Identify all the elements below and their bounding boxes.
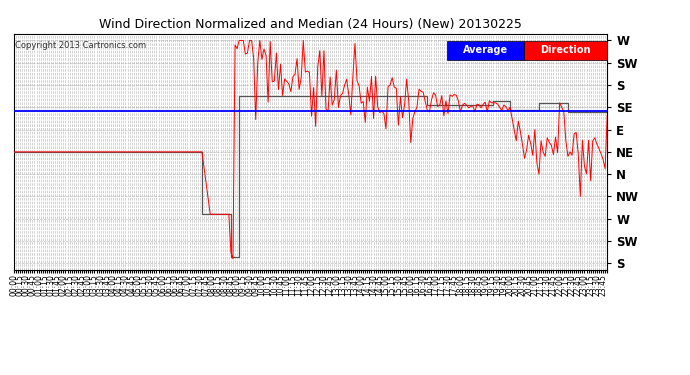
Text: Average: Average xyxy=(463,45,508,55)
Text: Direction: Direction xyxy=(540,45,591,55)
Title: Wind Direction Normalized and Median (24 Hours) (New) 20130225: Wind Direction Normalized and Median (24… xyxy=(99,18,522,31)
Text: Copyright 2013 Cartronics.com: Copyright 2013 Cartronics.com xyxy=(15,41,146,50)
FancyBboxPatch shape xyxy=(524,41,607,60)
FancyBboxPatch shape xyxy=(447,41,524,60)
